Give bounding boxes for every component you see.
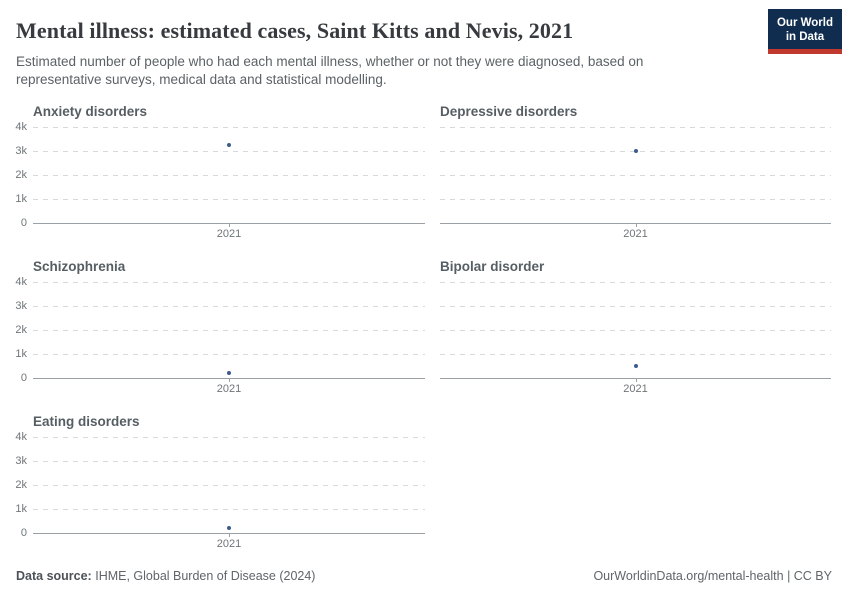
chart-subtitle: Estimated number of people who had each … xyxy=(16,54,644,87)
panel-title-schizophrenia: Schizophrenia xyxy=(33,259,126,274)
data-point-depressive-disorders[interactable] xyxy=(633,149,638,154)
y-tick-label: 1k xyxy=(15,193,27,205)
y-tick-label: 0 xyxy=(20,372,27,384)
gridline: 4k xyxy=(15,121,425,133)
data-point-schizophrenia[interactable] xyxy=(227,371,231,376)
x-tick-label: 2021 xyxy=(216,383,242,395)
data-point-eating-disorders[interactable] xyxy=(227,525,231,530)
y-tick-label: 3k xyxy=(15,300,27,312)
panel-title-bipolar-disorder: Bipolar disorder xyxy=(440,259,545,274)
chart-title: Mental illness: estimated cases, Saint K… xyxy=(16,18,574,43)
data-point-anxiety-disorders[interactable] xyxy=(227,143,231,147)
x-tick-label: 2021 xyxy=(216,228,242,240)
panel-eating-disorders: Eating disorders 4k 3k 2k 1k 0 2021 xyxy=(15,409,425,564)
owid-logo[interactable]: Our World in Data xyxy=(767,9,842,54)
x-tick-label: 2021 xyxy=(623,383,648,395)
x-tick-mark xyxy=(635,378,637,382)
gridline: 4k xyxy=(15,276,425,288)
gridline: 1k xyxy=(15,348,425,360)
gridline xyxy=(440,199,831,200)
gridline: 1k xyxy=(15,503,425,515)
gridline: 4k xyxy=(15,431,425,443)
y-tick-label: 2k xyxy=(15,324,27,336)
plot-area-eating-disorders: 4k 3k 2k 1k 0 2021 xyxy=(15,431,425,550)
plot-area-anxiety-disorders: 4k 3k 2k 1k 0 2021 xyxy=(15,121,425,240)
gridline: 1k xyxy=(15,193,425,205)
x-tick-label: 2021 xyxy=(216,538,242,550)
plot-area-schizophrenia: 4k 3k 2k 1k 0 2021 xyxy=(15,276,425,395)
y-tick-label: 2k xyxy=(15,479,27,491)
gridline xyxy=(440,175,831,176)
panel-schizophrenia: Schizophrenia 4k 3k 2k 1k 0 2021 xyxy=(15,254,425,409)
y-tick-label: 4k xyxy=(15,276,27,288)
data-source: Data source: IHME, Global Burden of Dise… xyxy=(16,569,315,583)
y-tick-label: 3k xyxy=(15,145,27,157)
x-tick-label: 2021 xyxy=(623,228,648,240)
panel-depressive-disorders: Depressive disorders 2021 xyxy=(440,99,831,254)
gridline xyxy=(440,354,831,355)
panel-title-depressive-disorders: Depressive disorders xyxy=(440,104,578,119)
panel-anxiety-disorders: Anxiety disorders 4k 3k 2k 1k 0 2021 xyxy=(15,99,425,254)
plot-area-depressive-disorders: 2021 xyxy=(440,127,831,240)
gridline: 2k xyxy=(15,324,425,336)
gridline: 2k xyxy=(15,169,425,181)
panel-title-eating-disorders: Eating disorders xyxy=(33,414,140,429)
y-tick-label: 2k xyxy=(15,169,27,181)
y-tick-label: 3k xyxy=(15,455,27,467)
data-point-bipolar-disorder[interactable] xyxy=(633,364,638,369)
y-tick-label: 0 xyxy=(20,527,27,539)
x-tick-mark xyxy=(635,223,637,227)
y-tick-label: 1k xyxy=(15,503,27,515)
panels-grid: Anxiety disorders 4k 3k 2k 1k 0 2021 Depressive… xyxy=(15,99,831,564)
x-tick-mark xyxy=(229,533,230,537)
y-tick-label: 0 xyxy=(20,217,27,229)
gridline: 2k xyxy=(15,479,425,491)
x-tick-mark xyxy=(229,223,230,227)
y-tick-label: 4k xyxy=(15,121,27,133)
gridline: 3k xyxy=(15,145,425,157)
footer-link[interactable]: OurWorldinData.org/mental-health | CC BY xyxy=(593,569,832,583)
gridline xyxy=(440,330,831,331)
chart-header: Mental illness: estimated cases, Saint K… xyxy=(16,0,842,89)
owid-logo-line1: Our World xyxy=(776,17,833,29)
x-tick-mark xyxy=(229,378,230,382)
gridline xyxy=(440,282,831,283)
owid-logo-line2: in Data xyxy=(785,31,825,43)
gridline: 3k xyxy=(15,300,425,312)
y-tick-label: 4k xyxy=(15,431,27,443)
data-source-value: IHME, Global Burden of Disease (2024) xyxy=(95,569,316,583)
panel-title-anxiety-disorders: Anxiety disorders xyxy=(33,104,148,119)
gridline: 3k xyxy=(15,455,425,467)
gridline xyxy=(440,127,831,128)
panel-bipolar-disorder: Bipolar disorder 2021 xyxy=(440,254,831,409)
plot-area-bipolar-disorder: 2021 xyxy=(440,282,831,395)
chart-footer: Data source: IHME, Global Burden of Dise… xyxy=(16,569,832,583)
gridline xyxy=(440,306,831,307)
data-source-label: Data source: xyxy=(16,569,92,583)
y-tick-label: 1k xyxy=(15,348,27,360)
